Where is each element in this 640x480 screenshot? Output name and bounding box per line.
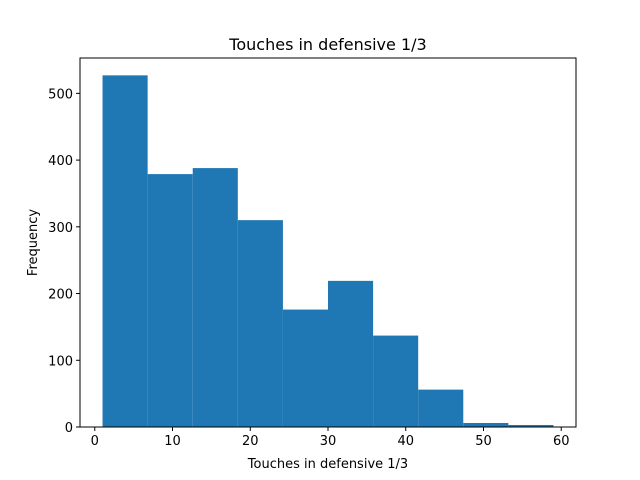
histogram-bar [328, 280, 374, 427]
histogram-bar [418, 389, 464, 427]
x-tick-label: 20 [242, 434, 259, 449]
y-tick-label: 400 [48, 154, 73, 169]
plot-frame [79, 57, 577, 428]
x-axis-label: Touches in defensive 1/3 [247, 457, 408, 472]
histogram-bar [373, 335, 419, 427]
y-axis-label: Frequency [26, 209, 41, 276]
bars-group [102, 75, 554, 428]
chart-title: Touches in defensive 1/3 [228, 35, 426, 54]
y-tick-label: 500 [48, 87, 73, 102]
x-tick-label: 30 [320, 434, 337, 449]
y-tick-label: 200 [48, 288, 73, 303]
histogram-bar [192, 168, 238, 427]
x-tick-label: 50 [475, 434, 492, 449]
x-tick-label: 40 [397, 434, 414, 449]
histogram-bar [463, 422, 509, 427]
x-ticks-group: 0 10 20 30 40 50 60 [91, 427, 570, 449]
histogram-bar [147, 174, 193, 427]
y-ticks-group: 0 100 200 300 400 500 [48, 87, 80, 436]
x-tick-label: 0 [91, 434, 99, 449]
x-tick-label: 60 [553, 434, 570, 449]
x-tick-label: 10 [164, 434, 181, 449]
histogram-bar [102, 75, 148, 428]
histogram-bar [508, 424, 554, 427]
histogram-bar [282, 309, 328, 427]
y-tick-label: 0 [65, 421, 73, 436]
histogram-bar [237, 220, 283, 427]
y-tick-label: 100 [48, 354, 73, 369]
y-tick-label: 300 [48, 221, 73, 236]
